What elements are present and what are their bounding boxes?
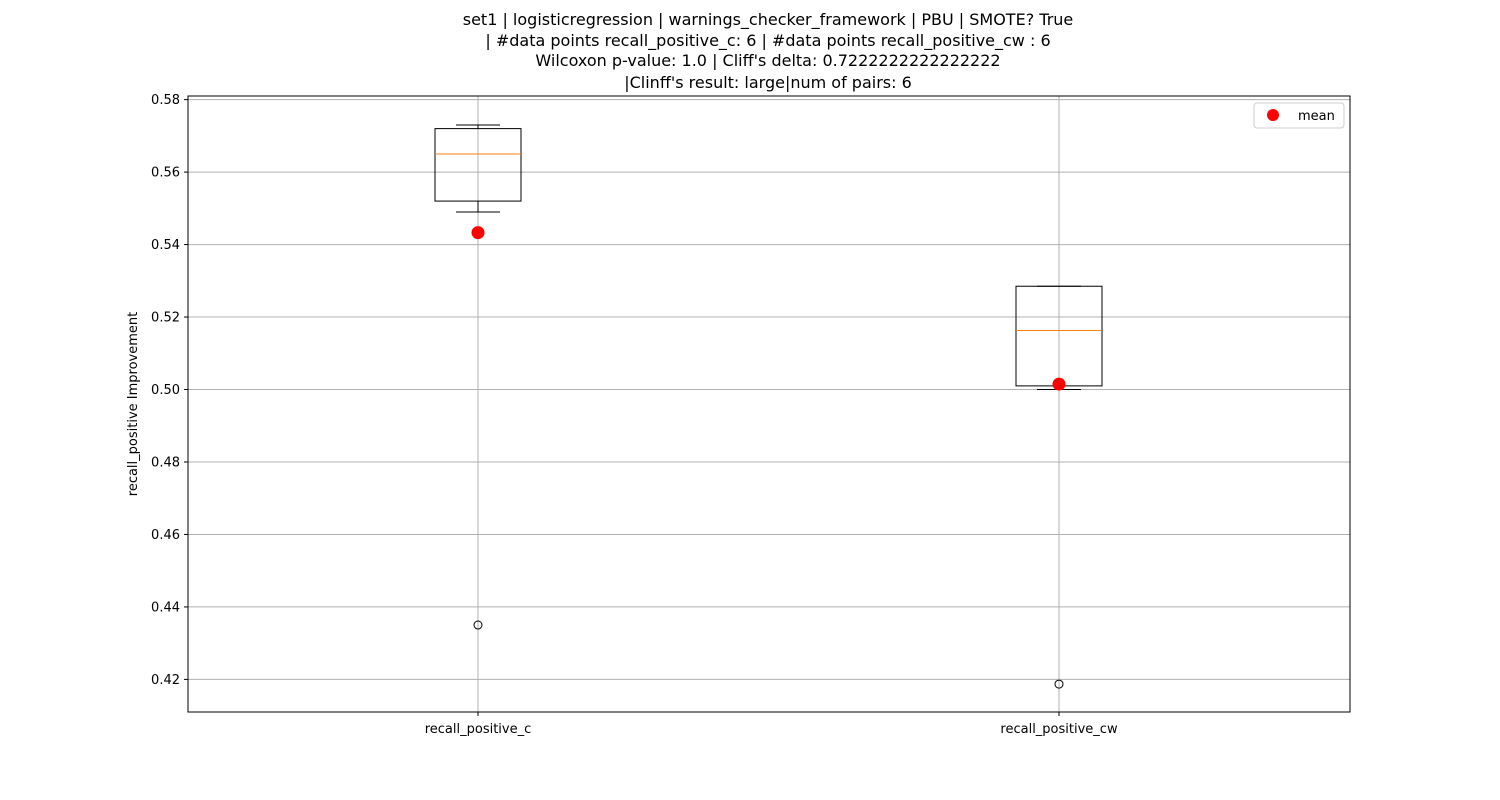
plot-area xyxy=(434,124,1103,689)
box-group-recall-positive-c xyxy=(434,124,522,630)
box-group-recall-positive-cw xyxy=(1015,285,1103,689)
y-tick-label: 0.48 xyxy=(151,455,180,470)
y-tick-label: 0.58 xyxy=(151,93,180,108)
axes-frame xyxy=(187,95,1351,713)
y-tick-label: 0.56 xyxy=(151,166,180,181)
y-tick-label: 0.50 xyxy=(151,383,180,398)
y-tick-label: 0.46 xyxy=(151,528,180,543)
y-tick-label: 0.54 xyxy=(151,238,180,253)
y-tick-label: 0.42 xyxy=(151,673,180,688)
title-line-2: | #data points recall_positive_c: 6 | #d… xyxy=(485,31,1050,51)
title-line-3: Wilcoxon p-value: 1.0 | Cliff's delta: 0… xyxy=(535,51,1000,70)
chart-title: set1 | logisticregression | warnings_che… xyxy=(463,10,1074,92)
outlier-point xyxy=(1054,679,1064,689)
x-tick-label: recall_positive_cw xyxy=(1000,722,1118,737)
y-axis-label: recall_positive Improvement xyxy=(126,312,141,496)
mean-marker xyxy=(471,226,485,240)
y-tick-label: 0.52 xyxy=(151,311,180,326)
grid-lines xyxy=(188,96,1350,712)
legend-mean-label: mean xyxy=(1298,109,1335,124)
title-line-4: |Clinff's result: large|num of pairs: 6 xyxy=(624,73,912,92)
mean-marker xyxy=(1052,377,1066,391)
legend-mean-marker xyxy=(1267,109,1279,121)
y-tick-label: 0.44 xyxy=(151,600,180,615)
legend: mean xyxy=(1253,102,1345,129)
legend-frame xyxy=(1253,102,1345,129)
axes: 0.42 0.44 0.46 0.48 0.50 0.52 0.54 0.56 0.58 reca… xyxy=(151,93,1351,737)
x-tick-label: recall_positive_c xyxy=(425,722,532,737)
title-line-1: set1 | logisticregression | warnings_che… xyxy=(463,10,1074,30)
outlier-point xyxy=(473,620,483,630)
iqr-box xyxy=(434,128,522,202)
